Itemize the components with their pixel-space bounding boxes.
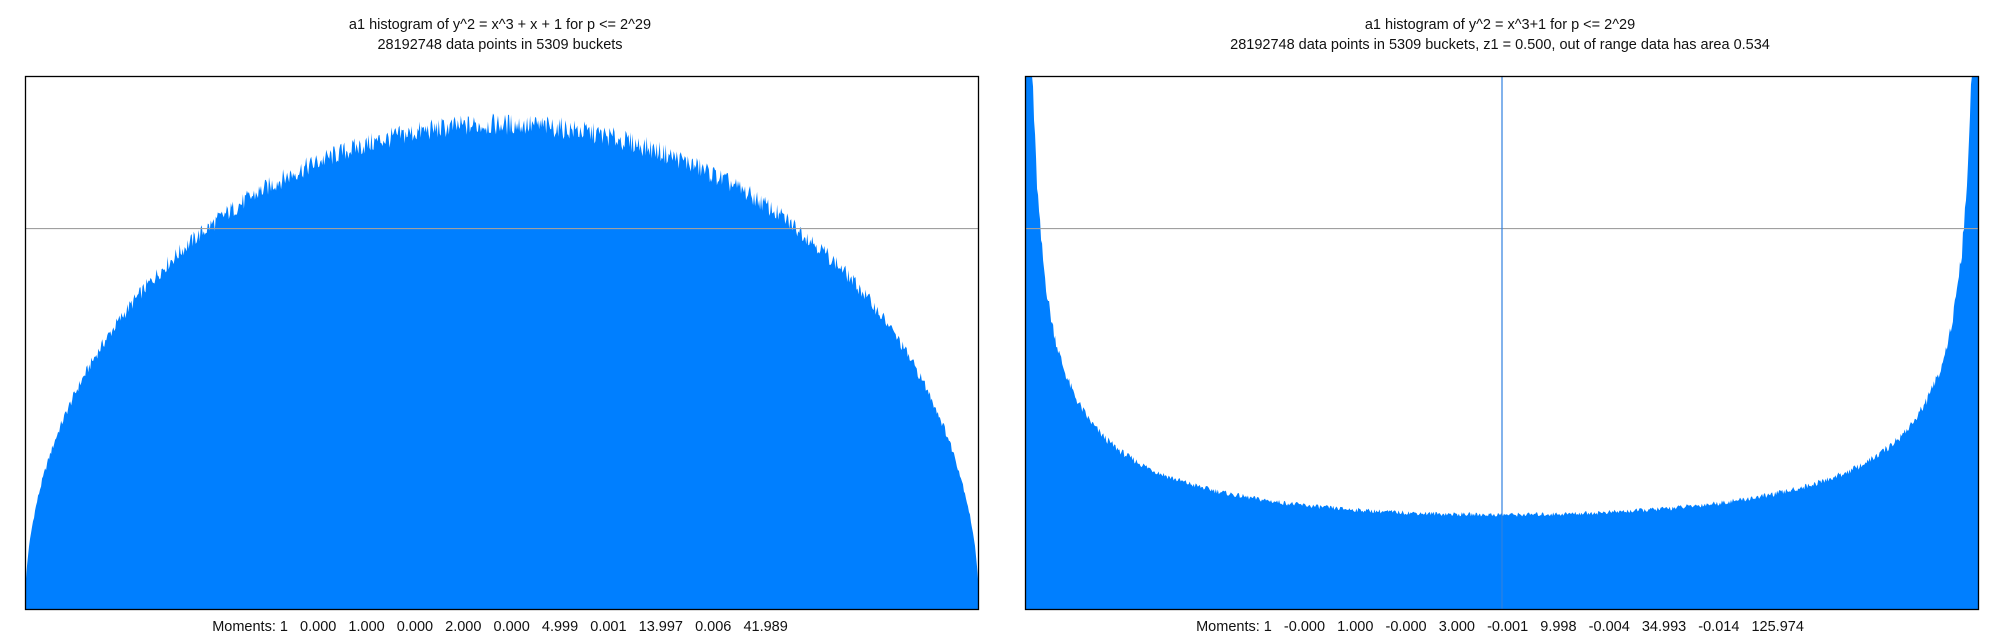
- moments-text-left: Moments: 1 0.000 1.000 0.000 2.000 0.000…: [212, 619, 788, 635]
- plot-frame: [1024, 75, 1980, 611]
- chart-subtitle-right: 28192748 data points in 5309 buckets, z1…: [1230, 37, 1770, 53]
- plot-frame: [24, 75, 980, 611]
- chart-title-left: a1 histogram of y^2 = x^3 + x + 1 for p …: [348, 17, 652, 33]
- histogram-plot-left: [24, 75, 980, 611]
- chart-panel-left: a1 histogram of y^2 = x^3 + x + 1 for p …: [24, 17, 980, 635]
- histogram-bars: [25, 113, 979, 611]
- chart-subtitle-left: 28192748 data points in 5309 buckets: [377, 37, 623, 53]
- chart-title-right: a1 histogram of y^2 = x^3+1 for p <= 2^2…: [1364, 17, 1636, 33]
- histogram-plot-right: [1024, 75, 1980, 611]
- histogram-bars: [1025, 76, 1979, 610]
- moments-text-right: Moments: 1 -0.000 1.000 -0.000 3.000 -0.…: [1196, 619, 1804, 635]
- chart-panel-right: a1 histogram of y^2 = x^3+1 for p <= 2^2…: [1000, 0, 2000, 640]
